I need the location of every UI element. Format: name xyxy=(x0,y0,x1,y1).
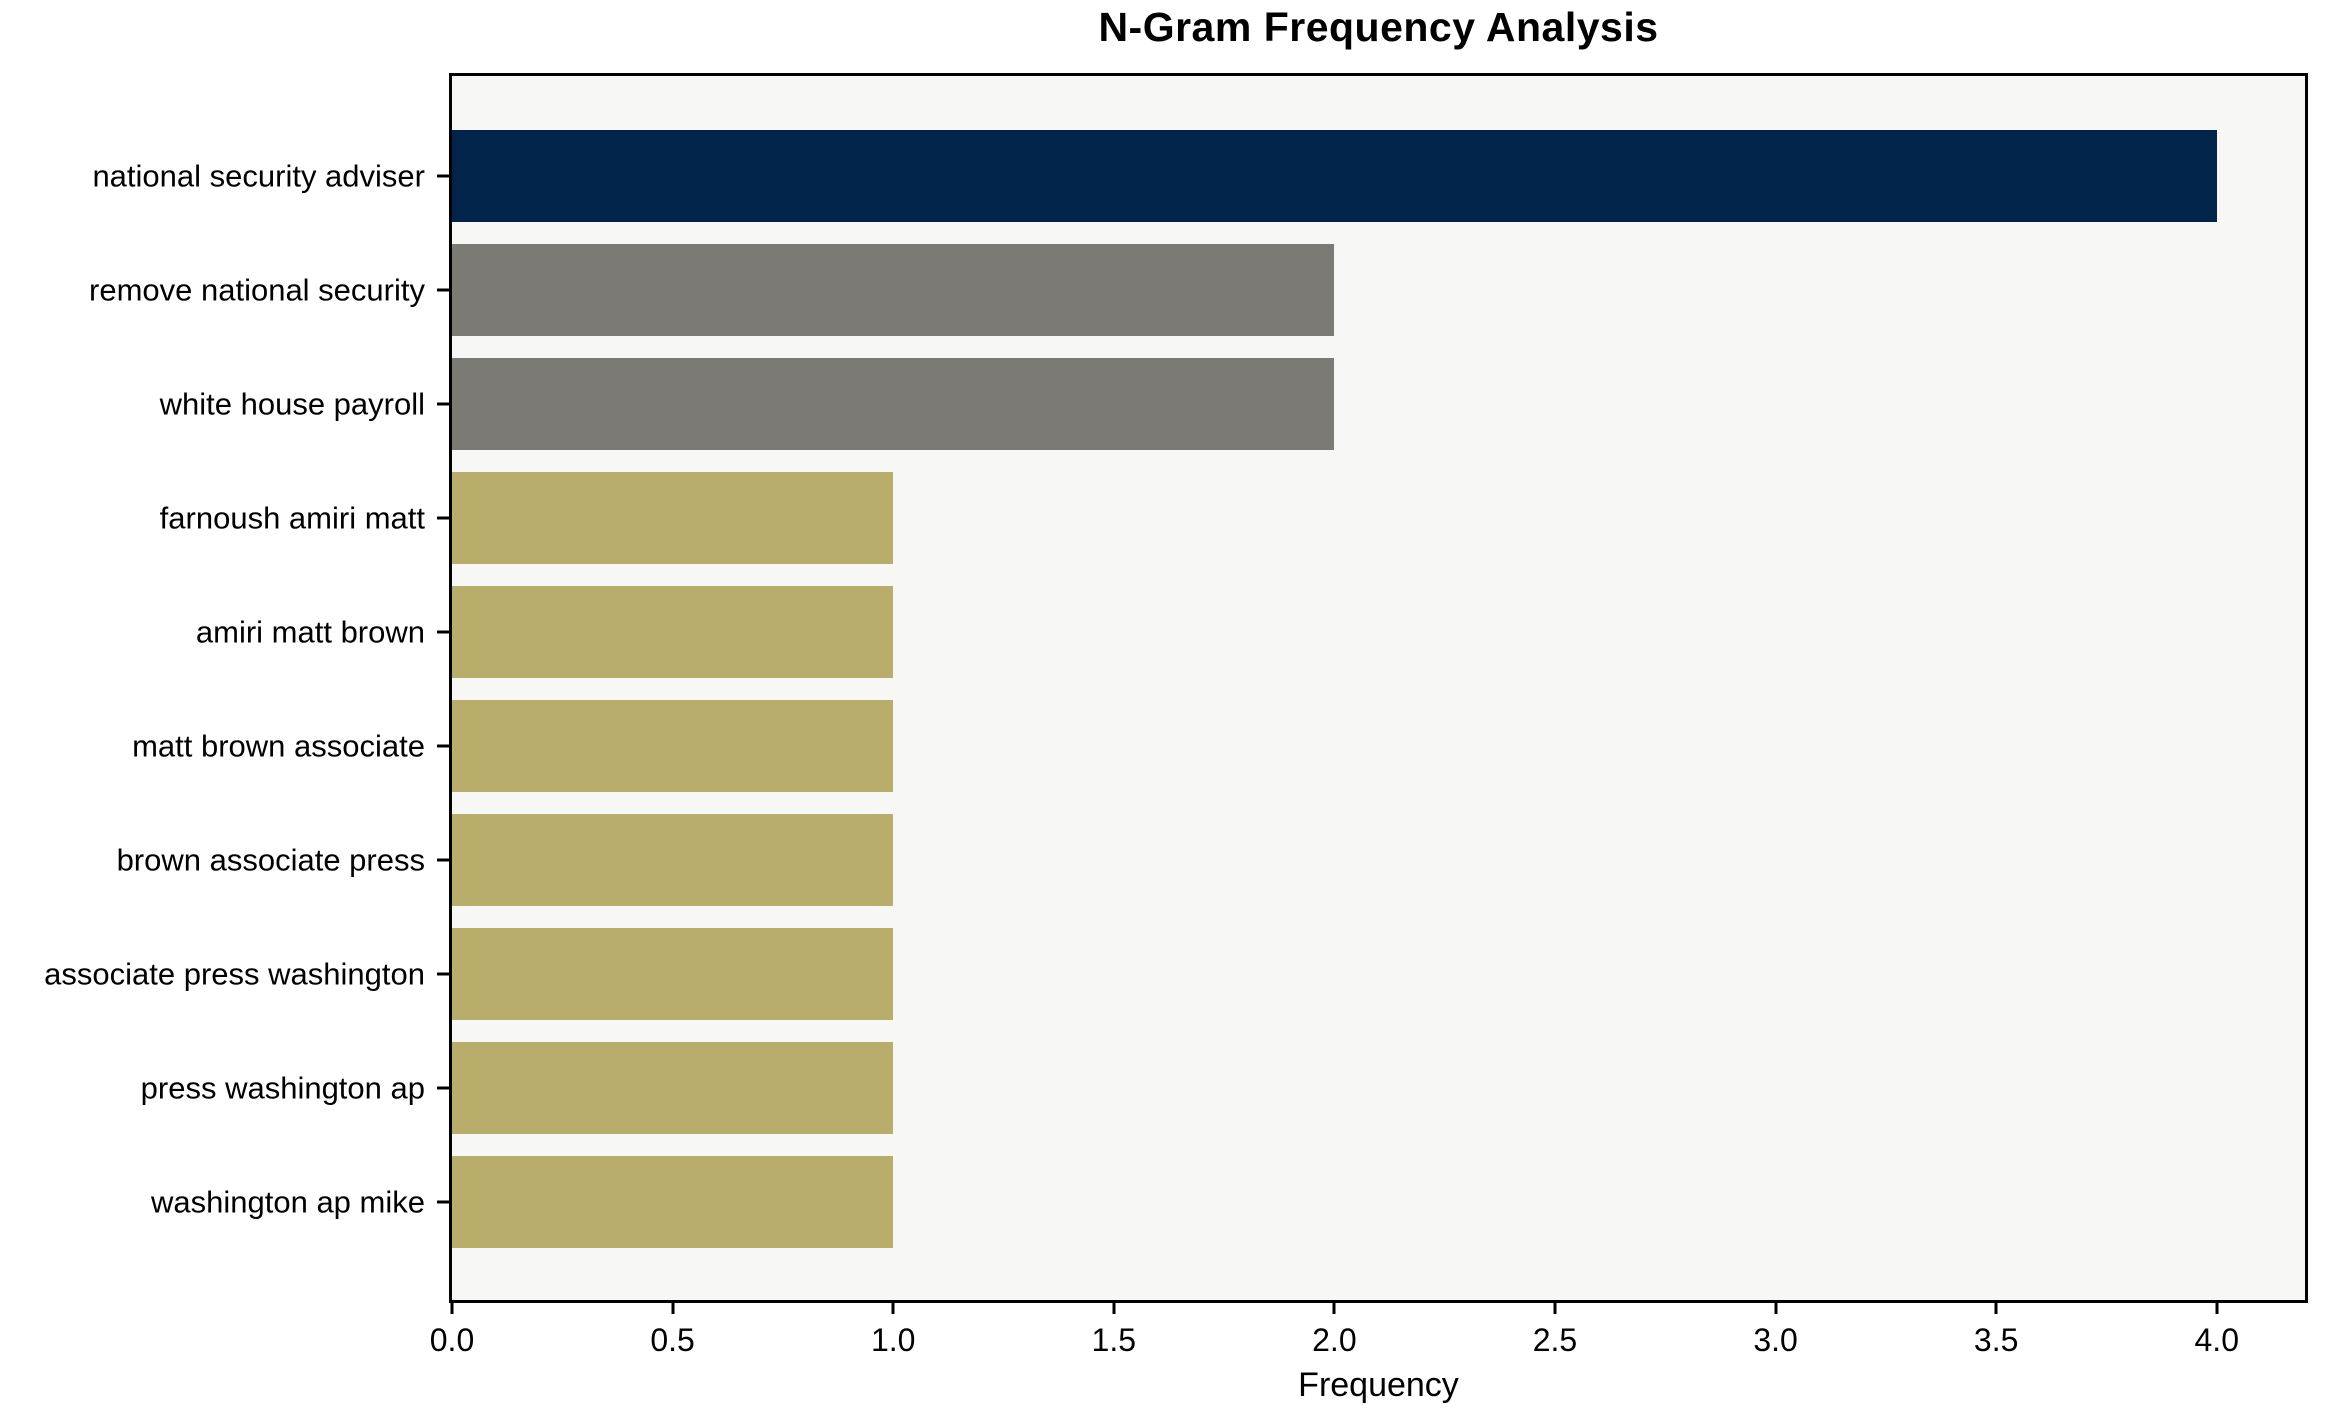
y-tick-mark xyxy=(437,516,449,520)
y-axis-label: farnoush amiri matt xyxy=(159,500,425,536)
y-axis-label: washington ap mike xyxy=(151,1184,425,1220)
y-tick-mark xyxy=(437,402,449,406)
bar-row xyxy=(452,472,2305,564)
bar-row xyxy=(452,586,2305,678)
bar-national-security-adviser xyxy=(452,130,2217,222)
plot-area xyxy=(449,73,2308,1303)
bar-row xyxy=(452,928,2305,1020)
x-tick-mark xyxy=(450,1303,454,1314)
x-tick-label: 4.0 xyxy=(2194,1322,2239,1358)
x-tick-mark xyxy=(891,1303,895,1314)
x-tick-mark xyxy=(2215,1303,2219,1314)
y-tick-mark xyxy=(437,744,449,748)
y-tick-mark xyxy=(437,174,449,178)
y-tick-mark xyxy=(437,1086,449,1090)
y-tick-mark xyxy=(437,1200,449,1204)
y-axis-label: matt brown associate xyxy=(132,728,425,764)
y-axis-label: press washington ap xyxy=(140,1070,425,1106)
x-tick-mark xyxy=(1332,1303,1336,1314)
y-axis-labels: national security adviser remove national… xyxy=(0,76,449,1300)
bar-amiri-matt-brown xyxy=(452,586,894,678)
y-axis-label: remove national security xyxy=(89,272,425,308)
x-axis-title: Frequency xyxy=(1298,1366,1459,1404)
bar-brown-associate-press xyxy=(452,814,894,906)
y-axis-label: national security adviser xyxy=(92,158,425,194)
bar-row xyxy=(452,700,2305,792)
x-tick-mark xyxy=(1774,1303,1778,1314)
x-tick-label: 3.5 xyxy=(1973,1322,2019,1358)
x-tick-label: 2.0 xyxy=(1312,1322,1357,1358)
bar-white-house-payroll xyxy=(452,358,1335,450)
x-tick-label: 3.0 xyxy=(1753,1322,1798,1358)
x-tick-label: 2.5 xyxy=(1532,1322,1578,1358)
x-tick-label: 0.0 xyxy=(429,1322,475,1358)
x-tick-label: 1.0 xyxy=(870,1322,916,1358)
bar-row xyxy=(452,244,2305,336)
x-tick-label: 1.5 xyxy=(1091,1322,1137,1358)
y-tick-mark xyxy=(437,288,449,292)
x-tick-mark xyxy=(1112,1303,1116,1314)
x-tick-mark xyxy=(1994,1303,1998,1314)
bar-press-washington-ap xyxy=(452,1042,894,1134)
bar-row xyxy=(452,130,2305,222)
bar-washington-ap-mike xyxy=(452,1156,894,1248)
bar-row xyxy=(452,1042,2305,1134)
bar-row xyxy=(452,358,2305,450)
chart-title: N-Gram Frequency Analysis xyxy=(1098,4,1659,50)
bar-farnoush-amiri-matt xyxy=(452,472,894,564)
y-axis-label: brown associate press xyxy=(116,842,425,878)
y-axis-label: associate press washington xyxy=(44,956,425,992)
bar-remove-national-security xyxy=(452,244,1335,336)
y-axis-label: amiri matt brown xyxy=(195,614,425,650)
y-axis-label: white house payroll xyxy=(159,386,425,422)
x-tick-label: 0.5 xyxy=(650,1322,695,1358)
bar-associate-press-washington xyxy=(452,928,894,1020)
y-tick-mark xyxy=(437,630,449,634)
x-tick-mark xyxy=(1553,1303,1557,1314)
x-tick-mark xyxy=(671,1303,675,1314)
y-tick-mark xyxy=(437,972,449,976)
bar-row xyxy=(452,814,2305,906)
y-tick-mark xyxy=(437,858,449,862)
bar-matt-brown-associate xyxy=(452,700,894,792)
bar-row xyxy=(452,1156,2305,1248)
